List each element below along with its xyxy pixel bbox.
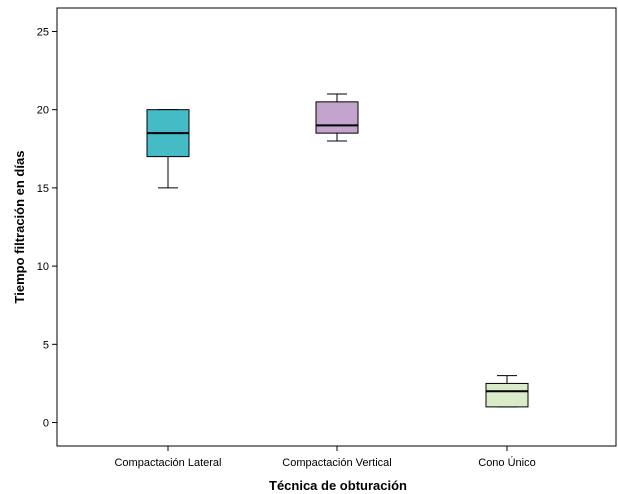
box-3 xyxy=(485,375,529,408)
y-tick-label: 0 xyxy=(43,418,49,430)
y-axis-title: Tiempo filtración en días xyxy=(12,151,27,304)
plot-frame xyxy=(56,7,617,447)
x-tick-label: Compactación Vertical xyxy=(282,457,391,469)
box-1 xyxy=(146,109,190,189)
box-iqr xyxy=(485,382,529,408)
y-tick-label: 15 xyxy=(37,183,49,195)
box-iqr xyxy=(315,101,359,134)
x-tick-label: Compactación Lateral xyxy=(114,457,221,469)
y-tick-label: 20 xyxy=(37,105,49,117)
x-axis-title: Técnica de obturación xyxy=(269,478,407,493)
y-tick-label: 10 xyxy=(37,261,49,273)
y-tick-label: 25 xyxy=(37,26,49,38)
box-2 xyxy=(315,93,359,142)
y-tick-label: 5 xyxy=(43,339,49,351)
x-tick-label: Cono Único xyxy=(478,456,535,469)
